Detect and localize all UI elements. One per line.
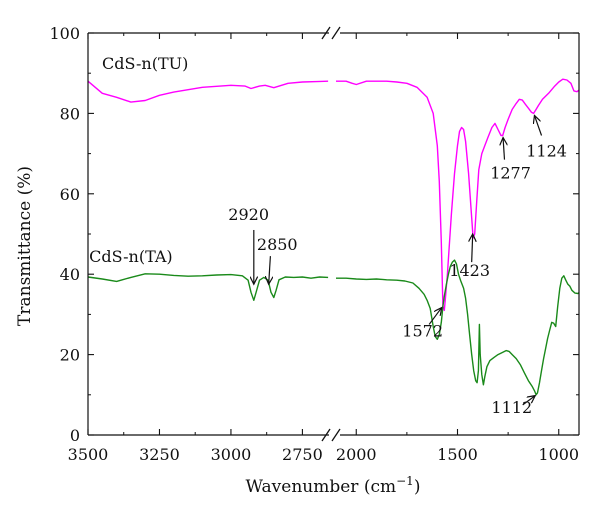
- series-line-tu: [336, 78, 580, 312]
- peak-label: 1572: [402, 322, 443, 341]
- series-line-ta: [336, 259, 580, 396]
- series-line-ta: [87, 273, 329, 301]
- x-axis-label-close: ): [414, 477, 421, 497]
- x-axis-label-superscript: −1: [396, 474, 414, 488]
- series-label: CdS-n(TA): [89, 247, 173, 266]
- x-tick-label: 3250: [139, 445, 180, 464]
- annotation-arrow: [522, 396, 536, 406]
- y-axis-label: Transmittance (%): [15, 166, 35, 326]
- series-line-tu: [87, 80, 329, 103]
- x-axis-label: Wavenumber (cm−1): [246, 474, 421, 497]
- peak-label: 1112: [491, 398, 532, 417]
- annotation-arrow: [534, 115, 543, 136]
- y-tick-label: 20: [60, 346, 80, 365]
- x-tick-label: 3500: [68, 445, 109, 464]
- axis-break-mark: [331, 428, 341, 442]
- axis-break-mark: [321, 26, 331, 40]
- y-tick-label: 80: [60, 104, 80, 123]
- axis-layer: 0 20 40 60 80 100 3500 3250 3000 2750 2000 1500 1000: [49, 24, 580, 464]
- annotation-arrow: [269, 256, 271, 284]
- y-tick-label: 0: [70, 426, 80, 445]
- axis-break-mark: [331, 26, 341, 40]
- axis-break-mark: [321, 428, 331, 442]
- x-tick-label: 3000: [211, 445, 252, 464]
- series-layer: [87, 78, 580, 396]
- y-tick-label: 100: [49, 24, 80, 43]
- x-tick-label: 1000: [538, 445, 579, 464]
- x-tick-label: 1500: [437, 445, 478, 464]
- peak-label: 1423: [449, 261, 490, 280]
- annotation-arrow: [472, 234, 473, 263]
- x-tick-label: 2750: [282, 445, 323, 464]
- annotation-arrow: [428, 308, 442, 325]
- annotation-arrow: [503, 138, 504, 160]
- y-tick-label: 60: [60, 185, 80, 204]
- peak-label: 1124: [526, 141, 567, 160]
- peak-label: 2920: [228, 205, 269, 224]
- peak-label: 2850: [257, 235, 298, 254]
- y-tick-label: 40: [60, 265, 80, 284]
- annotation-layer: CdS-n(TU) CdS-n(TA) 2920 2850 1572 1423 1277 11…: [89, 54, 567, 417]
- peak-label: 1277: [490, 164, 531, 183]
- x-tick-label: 2000: [336, 445, 377, 464]
- series-label: CdS-n(TU): [102, 54, 188, 73]
